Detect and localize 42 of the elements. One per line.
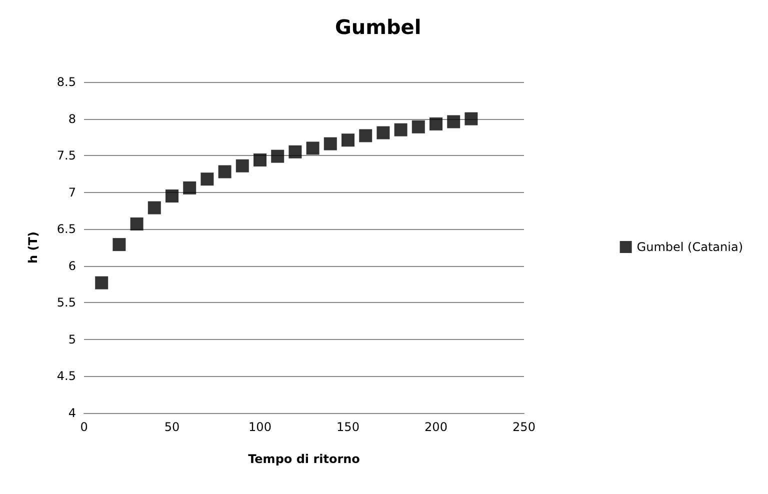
point [394, 123, 408, 136]
x-tick-label: 250 [512, 420, 536, 434]
point [412, 120, 425, 134]
chart-title: Gumbel [335, 15, 422, 39]
x-tick-label: 0 [80, 420, 88, 434]
point [112, 238, 126, 252]
point [271, 150, 284, 163]
y-tick-label: 6.5 [56, 222, 76, 236]
point [148, 201, 161, 214]
legend-label: Gumbel (Catania) [636, 240, 744, 254]
y-tick-label: 6 [68, 258, 76, 273]
y-tick-label: 7.5 [56, 148, 76, 163]
y-axis-title: h (T) [26, 232, 40, 264]
point [130, 217, 144, 230]
point [236, 159, 249, 172]
point [464, 112, 478, 126]
point [376, 126, 390, 140]
x-tick-label: 200 [424, 420, 448, 434]
x-tick-label: 50 [164, 420, 180, 434]
point [200, 172, 214, 186]
point [447, 115, 460, 128]
point [218, 165, 232, 178]
point [306, 142, 320, 155]
point [183, 181, 196, 194]
point [342, 134, 354, 147]
x-tick-label: 100 [248, 420, 272, 434]
x-axis-title: Tempo di ritorno [248, 452, 360, 466]
y-tick-label: 5 [68, 332, 76, 346]
point [324, 137, 337, 150]
point [359, 129, 372, 142]
y-tick-label: 7 [68, 185, 76, 200]
y-tick-label: 5.5 [56, 296, 76, 310]
point [166, 190, 178, 203]
point [95, 276, 108, 290]
point [288, 145, 302, 158]
y-tick-label: 4 [68, 406, 76, 420]
point [254, 153, 266, 166]
y-tick-label: 8 [68, 112, 76, 126]
y-tick-label: 8.5 [56, 75, 76, 89]
y-tick-label: 4.5 [56, 369, 76, 384]
point [430, 117, 442, 130]
x-tick-label: 150 [336, 420, 360, 434]
